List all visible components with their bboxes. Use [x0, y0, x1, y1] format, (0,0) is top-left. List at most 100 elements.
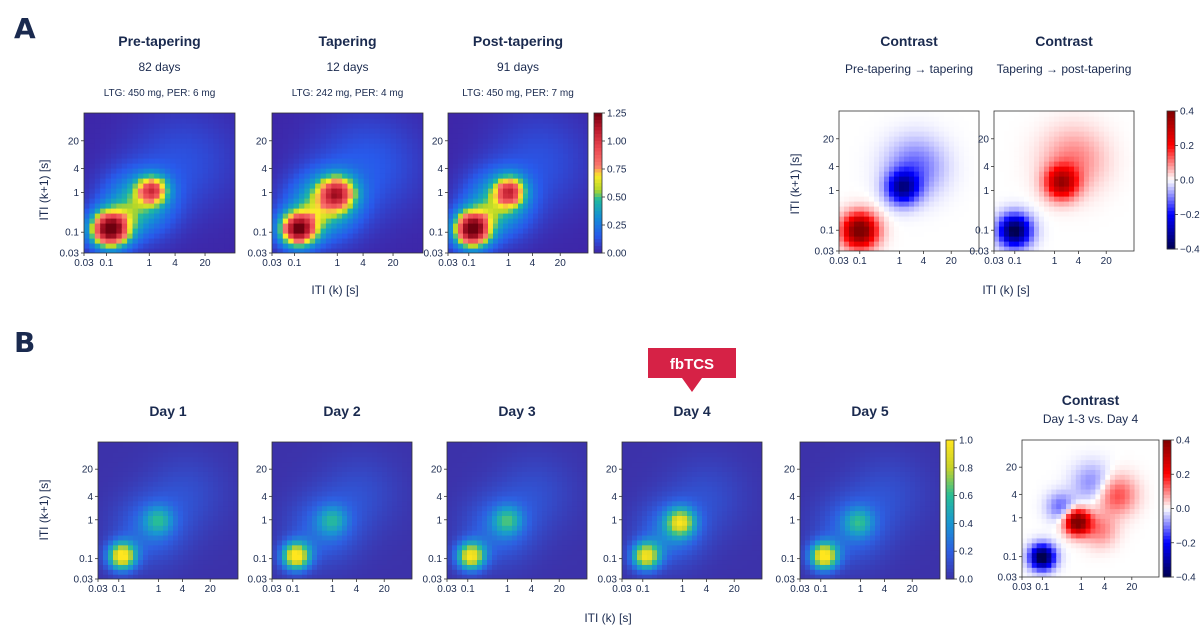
heatmap-cell [315, 118, 322, 124]
heatmap-cell [498, 188, 504, 194]
heatmap-cell [213, 525, 219, 531]
heatmap-cell [208, 163, 215, 169]
heatmap-cell [173, 451, 179, 458]
heatmap-cell [379, 238, 386, 244]
heatmap-cell [309, 193, 316, 199]
heatmap-cell [98, 500, 104, 507]
heatmap-cell [929, 246, 935, 251]
heatmap-cell [1129, 131, 1134, 137]
heatmap-cell [1129, 221, 1134, 227]
heatmap-cell [143, 574, 149, 579]
heatmap-cell [406, 248, 413, 253]
heatmap-cell [175, 228, 182, 234]
heatmap-cell [164, 188, 171, 194]
heatmap-cell [173, 574, 179, 579]
heatmap-cell [208, 133, 215, 139]
heatmap-cell [884, 171, 890, 177]
heatmap-cell [528, 223, 534, 229]
heatmap-cell [304, 133, 311, 139]
heatmap-cell [347, 208, 354, 214]
heatmap-cell [1059, 121, 1065, 127]
heatmap-cell [1079, 141, 1085, 147]
heatmap-cell [358, 163, 365, 169]
heatmap-cell [202, 143, 209, 149]
heatmap-cell [458, 213, 464, 219]
heatmap-cell [110, 163, 117, 169]
heatmap-cell [208, 539, 214, 546]
heatmap-cell [272, 248, 278, 253]
heatmap-cell [523, 208, 529, 214]
heatmap-cell [203, 481, 209, 487]
heatmap-cell [118, 559, 124, 565]
heatmap-cell [132, 148, 139, 154]
heatmap-cell [325, 113, 332, 119]
heatmap-cell [854, 176, 860, 182]
heatmap-cell [282, 228, 289, 234]
heatmap-cell [143, 128, 150, 134]
heatmap-cell [298, 198, 305, 204]
heatmap-cell [493, 173, 499, 179]
heatmap-cell [163, 569, 169, 575]
heatmap-cell [1014, 196, 1020, 202]
heatmap-cell [909, 226, 915, 232]
heatmap-cell [218, 530, 224, 536]
colorbar-segment [594, 218, 602, 222]
heatmap-cell [390, 233, 397, 239]
heatmap-cell [1034, 171, 1040, 177]
heatmap-cell [919, 146, 925, 152]
heatmap-cell [1029, 151, 1035, 157]
heatmap-cell [974, 126, 979, 132]
heatmap-cell [1114, 241, 1120, 247]
heatmap-cell [325, 178, 332, 184]
heatmap-cell [213, 163, 220, 169]
heatmap-cell [358, 238, 365, 244]
heatmap-cell [1024, 141, 1030, 147]
heatmap-cell [1104, 231, 1110, 237]
heatmap-cell [198, 442, 204, 448]
heatmap-cell [181, 218, 188, 224]
heatmap-cell [198, 486, 204, 492]
heatmap-cell [170, 133, 177, 139]
heatmap-cell [924, 156, 930, 162]
heatmap-cell [919, 226, 925, 232]
heatmap-cell [583, 228, 588, 234]
heatmap-cell [293, 173, 300, 179]
heatmap-cell [352, 213, 359, 219]
heatmap-cell [223, 490, 229, 497]
heatmap-cell [113, 466, 119, 472]
heatmap-cell [374, 148, 381, 154]
heatmap-cell [1099, 171, 1105, 177]
heatmap-cell [132, 128, 139, 134]
heatmap-cell [224, 248, 231, 253]
heatmap-cell [277, 168, 284, 174]
heatmap-cell [573, 243, 579, 249]
heatmap-cell [110, 223, 117, 229]
heatmap-cell [170, 178, 177, 184]
heatmap-cell [178, 510, 184, 516]
heatmap-cell [98, 476, 104, 482]
heatmap-cell [224, 138, 231, 144]
heatmap-cell [223, 451, 229, 458]
heatmap-cell [108, 569, 114, 575]
heatmap-cell [282, 138, 289, 144]
heatmap-cell [304, 158, 311, 164]
heatmap-cell [944, 116, 950, 122]
heatmap-cell [170, 168, 177, 174]
heatmap-cell [170, 238, 177, 244]
heatmap-cell [1119, 166, 1125, 172]
heatmap-cell [224, 153, 231, 159]
heatmap-cell [1054, 111, 1060, 117]
heatmap-cell [229, 228, 235, 234]
heatmap-cell [116, 163, 123, 169]
heatmap-cell [874, 186, 880, 192]
heatmap-cell [944, 181, 950, 187]
heatmap-cell [1044, 116, 1050, 122]
heatmap-cell [123, 466, 129, 472]
heatmap-cell [578, 223, 584, 229]
heatmap-cells [994, 111, 1134, 251]
x-tick-label: 1 [1052, 256, 1058, 267]
heatmap-cell [1014, 171, 1020, 177]
heatmap-cell [94, 123, 101, 129]
heatmap-cell [1029, 196, 1035, 202]
heatmap-cell [197, 123, 204, 129]
